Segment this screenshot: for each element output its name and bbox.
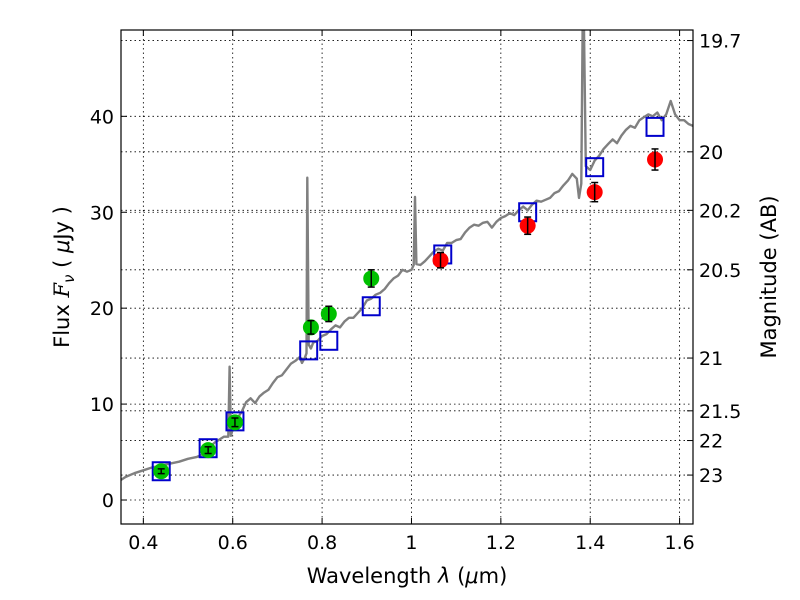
- x-tick-label: 0.4: [128, 532, 158, 554]
- y2-tick-label: 20.2: [699, 200, 741, 222]
- model-photometry-square: [299, 340, 319, 361]
- grid: [121, 30, 693, 524]
- x-tick-label: 1.4: [575, 532, 605, 554]
- y2-tick-label: 23: [699, 465, 723, 487]
- x-tick-label: 1: [405, 532, 417, 554]
- marker-layer: [151, 116, 665, 482]
- x-tick-label: 0.6: [218, 532, 248, 554]
- spectrum-layer: [121, 30, 693, 481]
- model-photometry-square: [585, 157, 605, 178]
- y2-tick-label: 22: [699, 431, 723, 453]
- y-axis-label: Flux Fν ( μJy ): [50, 206, 78, 348]
- model-photometry-square: [151, 461, 171, 482]
- y-tick-label: 20: [90, 298, 114, 320]
- x-tick-label: 0.8: [307, 532, 337, 554]
- y2-tick-label: 21: [699, 348, 723, 370]
- y-tick-label: 0: [102, 490, 114, 512]
- model-photometry-square: [319, 330, 339, 351]
- y-tick-label: 10: [90, 394, 114, 416]
- model-photometry-square: [225, 411, 245, 432]
- model-photometry-square: [361, 296, 381, 317]
- spectrum-line: [121, 30, 693, 481]
- model-photometry-square: [645, 116, 665, 137]
- y2-tick-label: 21.5: [699, 401, 741, 423]
- x-axis-label: Wavelength λ (μm): [307, 564, 508, 588]
- y2-tick-label: 20.5: [699, 260, 741, 282]
- y2-tick-label: 20: [699, 142, 723, 164]
- y2-axis-label: Magnitude (AB): [757, 195, 781, 358]
- y-tick-label: 40: [90, 106, 114, 128]
- ticks: 0.4 0.6 0.8 1 1.2 1.4 1.6 0 10 20 30 40 19.7 20 20.2 20…: [90, 30, 741, 554]
- x-tick-label: 1.6: [664, 532, 694, 554]
- plot-frame: [120, 29, 694, 525]
- y-tick-label: 30: [90, 202, 114, 224]
- y2-tick-label: 19.7: [699, 31, 741, 53]
- x-tick-label: 1.2: [486, 532, 516, 554]
